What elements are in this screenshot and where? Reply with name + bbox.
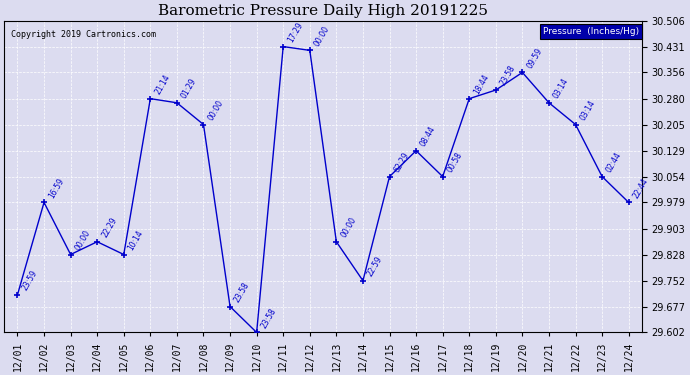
Text: 62:29: 62:29 — [393, 150, 411, 174]
Text: 00:58: 00:58 — [446, 150, 464, 174]
Text: 00:00: 00:00 — [339, 215, 358, 239]
Text: 00:00: 00:00 — [73, 228, 92, 252]
Text: 23:58: 23:58 — [499, 64, 518, 87]
Text: 03:14: 03:14 — [552, 76, 571, 100]
Text: 00:00: 00:00 — [206, 98, 225, 122]
Text: 21:14: 21:14 — [153, 73, 172, 96]
Text: 23:59: 23:59 — [20, 268, 39, 292]
Text: 22:44: 22:44 — [631, 176, 650, 200]
Text: Copyright 2019 Cartronics.com: Copyright 2019 Cartronics.com — [10, 30, 155, 39]
Text: 10:14: 10:14 — [126, 228, 145, 252]
Text: 18:44: 18:44 — [472, 72, 491, 96]
Text: 16:59: 16:59 — [47, 176, 66, 200]
Text: Pressure  (Inches/Hg): Pressure (Inches/Hg) — [542, 27, 639, 36]
Text: 23:58: 23:58 — [259, 306, 278, 330]
Text: 22:59: 22:59 — [366, 255, 384, 278]
Text: 01:29: 01:29 — [179, 76, 198, 100]
Text: 09:59: 09:59 — [525, 46, 544, 70]
Text: 23:58: 23:58 — [233, 280, 252, 304]
Text: 00:00: 00:00 — [313, 24, 331, 48]
Text: 03:14: 03:14 — [578, 98, 597, 122]
Text: 22:29: 22:29 — [100, 216, 119, 239]
Title: Barometric Pressure Daily High 20191225: Barometric Pressure Daily High 20191225 — [158, 4, 488, 18]
Text: 02:44: 02:44 — [605, 150, 624, 174]
Text: 17:29: 17:29 — [286, 21, 305, 44]
Text: 08:44: 08:44 — [419, 124, 437, 148]
